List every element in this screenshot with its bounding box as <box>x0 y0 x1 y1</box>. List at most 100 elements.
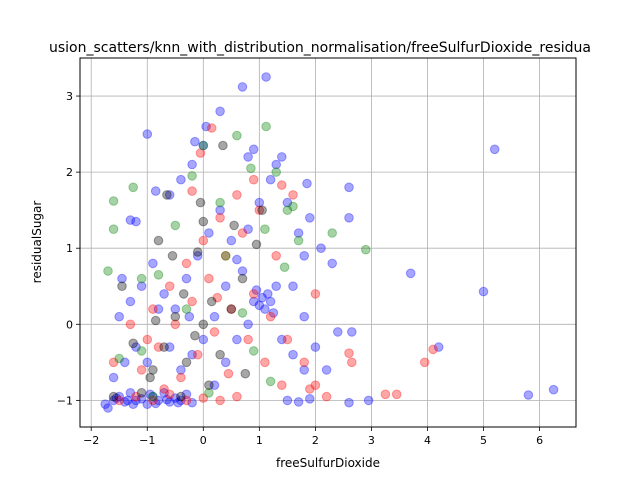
scatter-point <box>148 304 158 314</box>
scatter-point <box>187 159 197 170</box>
scatter-point <box>136 394 147 404</box>
scatter-point <box>254 300 265 311</box>
scatter-point <box>419 357 430 368</box>
scatter-point <box>218 140 228 151</box>
scatter-point <box>114 395 124 406</box>
scatter-point <box>150 315 161 326</box>
scatter-point <box>187 349 197 360</box>
scatter-point <box>215 197 225 208</box>
scatter-point <box>305 394 315 404</box>
scatter-point <box>243 319 253 330</box>
scatter-point <box>282 334 293 345</box>
scatter-point <box>117 281 127 292</box>
scatter-point <box>190 136 200 147</box>
scatter-point <box>164 397 175 407</box>
scatter-point <box>198 319 209 330</box>
scatter-point <box>131 395 141 406</box>
x-axis-label: freeSulfurDioxide <box>276 456 380 470</box>
scatter-point <box>148 365 158 375</box>
scatter-point <box>316 243 326 253</box>
axis-ticks: −2 −1 0 1 2 3 4 5 6 −1 0 1 2 3 <box>57 90 543 447</box>
scatter-point <box>226 304 237 314</box>
scatter-point <box>220 281 231 292</box>
scatter-point <box>405 268 416 279</box>
scatter-point <box>344 182 354 193</box>
scatter-point <box>148 258 158 269</box>
scatter-point <box>187 296 197 307</box>
scatter-point <box>254 197 265 208</box>
scatter-point <box>198 393 209 403</box>
scatter-point <box>122 395 133 406</box>
grid-lines <box>80 58 576 427</box>
scatter-point <box>162 394 172 405</box>
scatter-point <box>347 357 357 368</box>
scatter-point <box>215 205 225 215</box>
y-tick-label: 3 <box>66 90 73 103</box>
scatter-point <box>170 304 181 314</box>
scatter-point <box>184 311 195 322</box>
scatter-point <box>265 296 276 307</box>
scatter-point <box>257 292 267 303</box>
scatter-point <box>164 190 175 200</box>
scatter-point <box>108 357 119 368</box>
scatter-point <box>220 251 231 261</box>
scatter-point <box>277 334 287 345</box>
scatter-point <box>302 178 312 189</box>
scatter-point <box>153 342 164 352</box>
scatter-point <box>148 395 158 406</box>
scatter-point <box>232 391 242 402</box>
scatter-point <box>142 129 153 139</box>
scatter-point <box>131 391 141 402</box>
scatter-point <box>201 121 211 132</box>
scatter-point <box>251 239 262 250</box>
scatter-point <box>265 174 276 185</box>
x-tick-label: 1 <box>256 434 263 447</box>
x-tick-label: 3 <box>368 434 375 447</box>
scatter-point <box>176 174 186 185</box>
scatter-point <box>271 167 282 177</box>
scatter-point <box>282 197 293 208</box>
scatter-point <box>299 357 310 368</box>
scatter-point <box>310 342 321 352</box>
scatter-point <box>265 311 276 322</box>
scatter-point <box>548 384 559 395</box>
scatter-point <box>198 334 209 345</box>
scatter-point <box>125 296 136 307</box>
scatter-point <box>523 390 534 400</box>
scatter-point <box>433 342 444 352</box>
scatter-point <box>220 251 231 261</box>
scatter-point <box>288 349 298 360</box>
scatter-point <box>305 213 315 223</box>
scatter-point <box>248 174 259 185</box>
scatter-point <box>181 304 192 314</box>
scatter-point <box>299 311 310 322</box>
scatter-point <box>237 228 248 238</box>
scatter-point <box>299 365 310 375</box>
scatter-point <box>136 273 147 284</box>
scatter-point <box>136 365 147 375</box>
scatter-point <box>145 372 155 383</box>
scatter-point <box>254 205 265 215</box>
scatter-point <box>204 228 214 238</box>
scatter-point <box>170 220 181 231</box>
scatter-point <box>159 388 169 398</box>
scatter-point <box>192 349 203 360</box>
scatter-point <box>263 289 273 299</box>
scatter-point <box>260 357 270 368</box>
scatter-point <box>153 304 164 314</box>
scatter-point <box>288 201 298 212</box>
scatter-point <box>215 213 225 223</box>
scatter-point <box>248 144 259 155</box>
x-tick-label: 6 <box>536 434 543 447</box>
scatter-point <box>176 365 186 375</box>
scatter-point <box>277 380 287 391</box>
scatter-point <box>198 235 209 246</box>
scatter-point <box>215 349 225 360</box>
scatter-point <box>310 289 321 299</box>
scatter-point <box>131 342 141 352</box>
scatter-point <box>288 190 298 200</box>
scatter-point <box>243 152 253 162</box>
scatter-point <box>271 281 282 292</box>
scatter-point <box>237 266 248 276</box>
scatter-point <box>363 395 374 406</box>
